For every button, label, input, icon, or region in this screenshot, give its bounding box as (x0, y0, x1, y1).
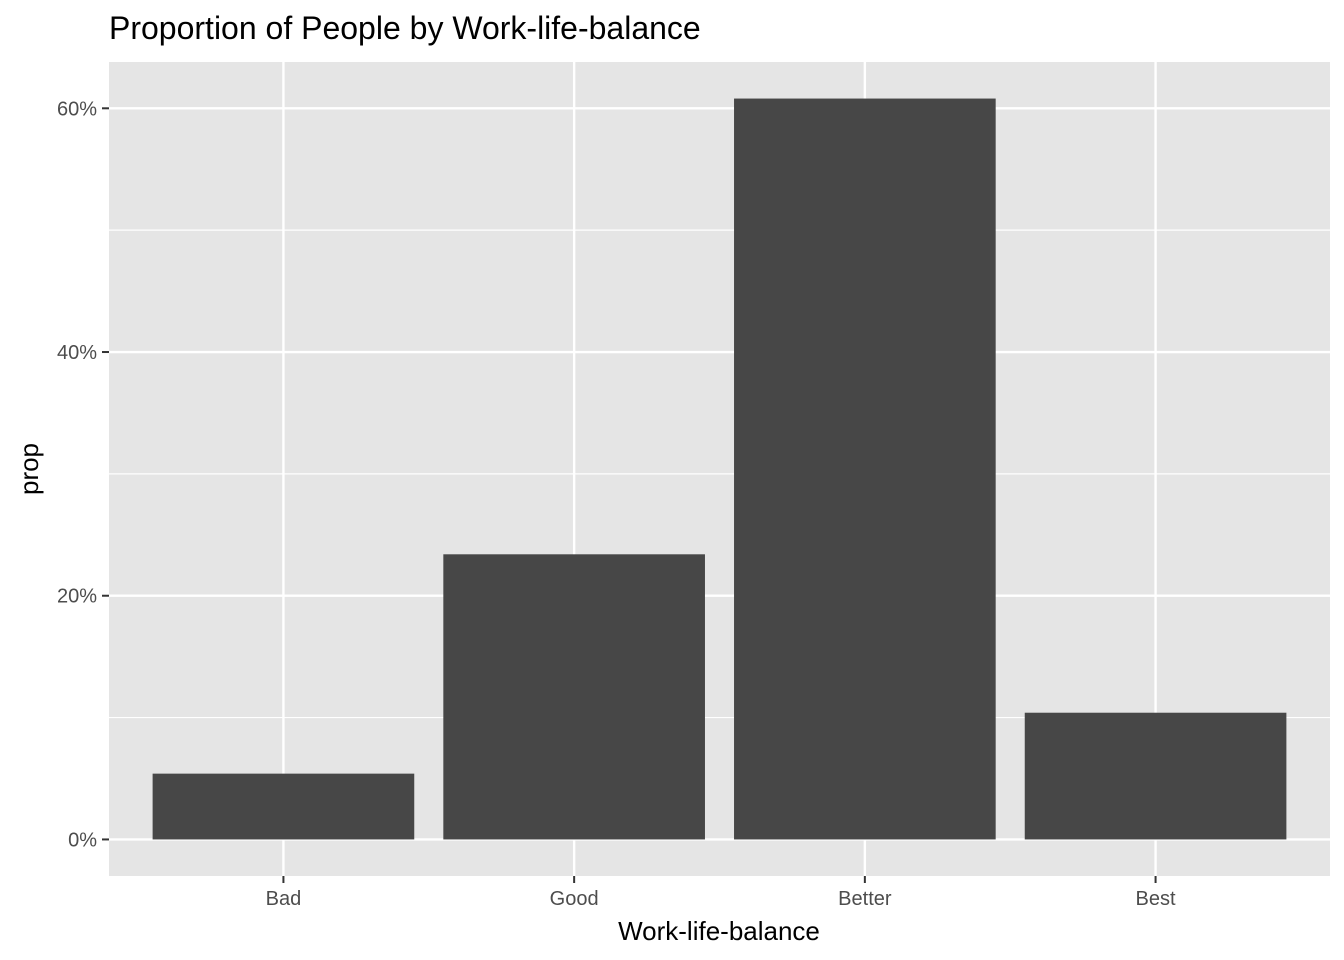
x-tick-label: Bad (266, 888, 302, 910)
bar-better (734, 98, 996, 840)
y-axis-title: prop (14, 443, 44, 495)
y-tick-label: 40% (57, 342, 97, 364)
x-axis: Bad Good Better Best (266, 876, 1176, 910)
bar-bad (152, 773, 415, 840)
chart-title: Proportion of People by Work-life-balanc… (109, 10, 701, 46)
bars (152, 98, 1287, 840)
y-tick-label: 20% (57, 586, 97, 608)
y-tick-label: 0% (68, 829, 97, 851)
bar-best (1024, 712, 1287, 840)
y-axis: 0% 20% 40% 60% (57, 98, 109, 851)
x-tick-label: Best (1136, 888, 1176, 910)
x-tick-label: Better (838, 888, 892, 910)
x-tick-label: Good (550, 888, 599, 910)
x-axis-title: Work-life-balance (618, 916, 820, 946)
y-tick-label: 60% (57, 98, 97, 120)
bar-good (443, 554, 705, 840)
